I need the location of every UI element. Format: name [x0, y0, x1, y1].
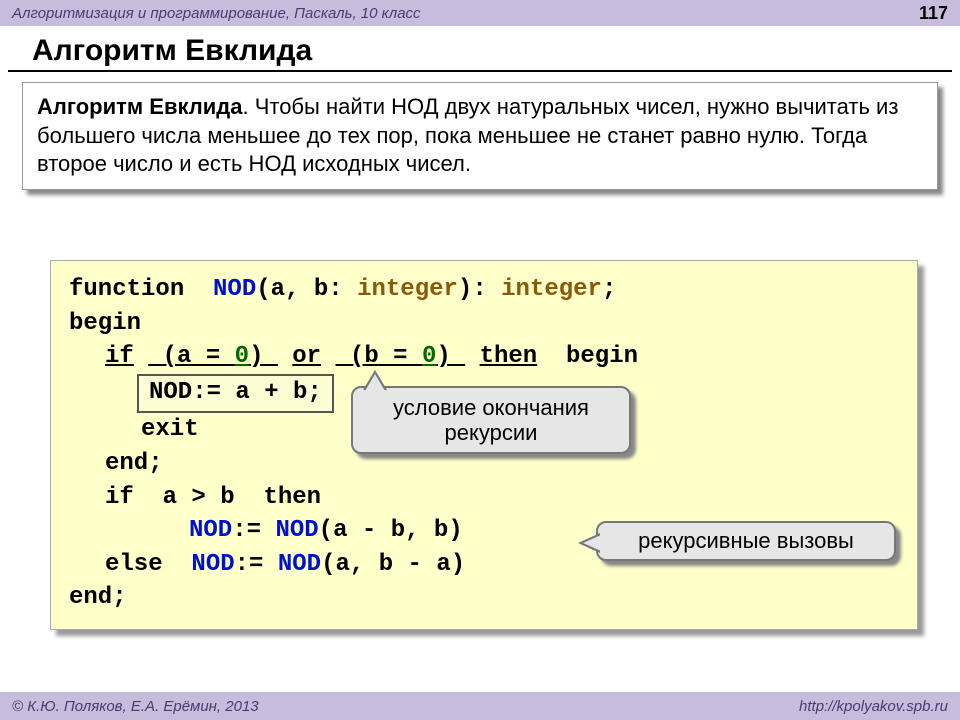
callout1-line2: рекурсии [445, 420, 538, 445]
kw-then: then [480, 343, 538, 370]
semi3: ; [112, 584, 126, 611]
zero2: 0 [422, 343, 436, 370]
a2: a [163, 484, 177, 511]
boxed-assignment: NOD:= a + b; [137, 374, 334, 414]
eq2: = [379, 343, 422, 370]
nod-call2: NOD [278, 551, 321, 578]
semi2: ; [148, 450, 162, 477]
minus2: - [393, 551, 436, 578]
b5: b [379, 551, 393, 578]
minus1: - [347, 517, 390, 544]
kw-function: function [69, 276, 184, 303]
page-number: 117 [919, 3, 948, 24]
gt: > [177, 484, 220, 511]
kw-if2: if [105, 484, 134, 511]
page-title: Алгоритм Евклида [8, 26, 952, 72]
id-b: b [314, 276, 328, 303]
assign2: := [235, 551, 278, 578]
kw-begin: begin [69, 310, 141, 337]
callout-recursive-calls: рекурсивные вызовы [596, 521, 896, 561]
kw-exit: exit [141, 416, 199, 443]
kw-if: if [105, 343, 134, 370]
definition-box: Алгоритм Евклида. Чтобы найти НОД двух н… [22, 82, 938, 190]
kw-begin2: begin [566, 343, 638, 370]
kw-end-inner: end [105, 450, 148, 477]
nod-lhs1: NOD [189, 517, 232, 544]
kw-or: or [292, 343, 321, 370]
id-a: a [271, 276, 285, 303]
a4: a [335, 551, 349, 578]
assign1: := [232, 517, 275, 544]
course-label: Алгоритмизация и программирование, Паска… [12, 5, 421, 22]
colon: : [328, 276, 357, 303]
footer-copyright: © К.Ю. Поляков, Е.А. Ерёмин, 2013 [12, 698, 259, 715]
paren: ( [256, 276, 270, 303]
ret-type: integer [501, 276, 602, 303]
b4: b [434, 517, 448, 544]
nod-call1: NOD [275, 517, 318, 544]
a3: a [333, 517, 347, 544]
type-int: integer [357, 276, 458, 303]
b2: b [220, 484, 234, 511]
comma3: , [350, 551, 379, 578]
callout-recursion-base: условие окончания рекурсии [351, 386, 631, 454]
footer-url: http://kpolyakov.spb.ru [799, 698, 948, 715]
code-block: function NOD(a, b: integer): integer; be… [50, 260, 918, 630]
kw-end: end [69, 584, 112, 611]
header-bar: Алгоритмизация и программирование, Паска… [0, 0, 960, 26]
kw-else: else [105, 551, 163, 578]
a5: a [436, 551, 450, 578]
if-a: a [177, 343, 191, 370]
definition-term: Алгоритм Евклида [37, 94, 242, 119]
eq1: = [191, 343, 234, 370]
comma2: , [405, 517, 434, 544]
fn-name: NOD [213, 276, 256, 303]
b3: b [391, 517, 405, 544]
zero1: 0 [235, 343, 249, 370]
comma: , [285, 276, 314, 303]
callout1-line1: условие окончания [393, 395, 589, 420]
kw-then2: then [263, 484, 321, 511]
close-colon: ): [458, 276, 501, 303]
nod-lhs2: NOD [191, 551, 234, 578]
if-b: b [364, 343, 378, 370]
footer-bar: © К.Ю. Поляков, Е.А. Ерёмин, 2013 http:/… [0, 692, 960, 720]
semi: ; [602, 276, 616, 303]
callout2-text: рекурсивные вызовы [638, 526, 854, 557]
